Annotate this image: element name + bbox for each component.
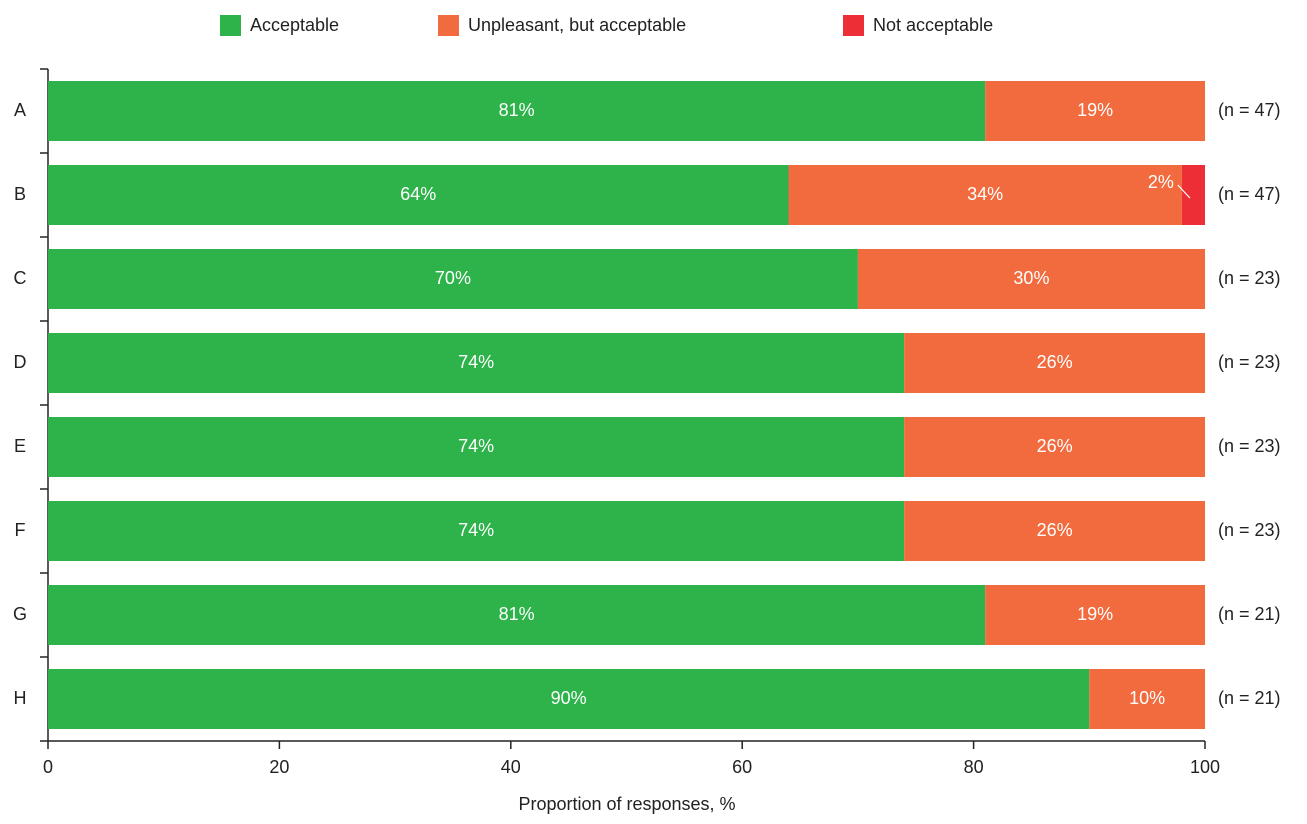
bar-segment: [1181, 165, 1205, 225]
x-tick-label: 100: [1190, 757, 1220, 777]
n-label: (n = 21): [1218, 688, 1281, 708]
value-label: 74%: [458, 352, 494, 372]
x-tick-label: 0: [43, 757, 53, 777]
bar-segment: [857, 249, 1205, 309]
n-label: (n = 23): [1218, 268, 1281, 288]
category-label: E: [14, 436, 26, 456]
x-tick-label: 80: [964, 757, 984, 777]
x-tick-label: 60: [732, 757, 752, 777]
x-tick-label: 20: [269, 757, 289, 777]
bar-segment: [985, 585, 1205, 645]
bar-segment: [1089, 669, 1205, 729]
bar-segment: [48, 501, 905, 561]
value-label: 26%: [1037, 352, 1073, 372]
legend-label: Acceptable: [250, 15, 339, 35]
n-label: (n = 23): [1218, 352, 1281, 372]
value-label: 30%: [1013, 268, 1049, 288]
value-label: 34%: [967, 184, 1003, 204]
category-label: H: [14, 688, 27, 708]
value-label: 70%: [435, 268, 471, 288]
category-label: D: [14, 352, 27, 372]
value-label: 64%: [400, 184, 436, 204]
category-label: F: [15, 520, 26, 540]
value-label: 74%: [458, 436, 494, 456]
category-label: C: [14, 268, 27, 288]
bar-segment: [48, 249, 858, 309]
bar-segment: [48, 165, 789, 225]
n-label: (n = 23): [1218, 520, 1281, 540]
value-label: 81%: [499, 604, 535, 624]
x-tick-label: 40: [501, 757, 521, 777]
bar-segment: [48, 669, 1090, 729]
category-label: A: [14, 100, 26, 120]
category-label: B: [14, 184, 26, 204]
x-axis-label: Proportion of responses, %: [518, 794, 735, 814]
value-label: 19%: [1077, 604, 1113, 624]
value-label: 26%: [1037, 520, 1073, 540]
n-label: (n = 23): [1218, 436, 1281, 456]
value-label: 81%: [499, 100, 535, 120]
n-label: (n = 47): [1218, 100, 1281, 120]
bar-segment: [48, 417, 905, 477]
legend-label: Unpleasant, but acceptable: [468, 15, 686, 35]
legend-swatch: [843, 15, 864, 36]
leader-line: [1177, 184, 1191, 199]
bar-segment: [48, 333, 905, 393]
value-label: 90%: [551, 688, 587, 708]
bar-segment: [985, 81, 1205, 141]
bar-segment: [788, 165, 1182, 225]
legend-swatch: [220, 15, 241, 36]
value-label: 10%: [1129, 688, 1165, 708]
bar-segment: [48, 81, 986, 141]
legend-label: Not acceptable: [873, 15, 993, 35]
value-label: 2%: [1148, 172, 1174, 192]
value-label: 19%: [1077, 100, 1113, 120]
value-label: 74%: [458, 520, 494, 540]
n-label: (n = 47): [1218, 184, 1281, 204]
category-label: G: [13, 604, 27, 624]
bar-segment: [48, 585, 986, 645]
bar-segment: [904, 417, 1205, 477]
bar-segment: [904, 501, 1205, 561]
n-label: (n = 21): [1218, 604, 1281, 624]
value-label: 26%: [1037, 436, 1073, 456]
bar-segment: [904, 333, 1205, 393]
legend-swatch: [438, 15, 459, 36]
